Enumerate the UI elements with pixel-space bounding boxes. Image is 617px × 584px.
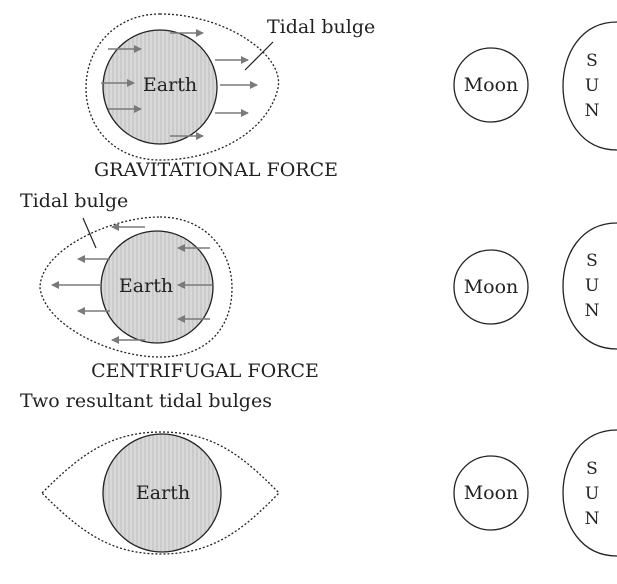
moon-label: Moon	[464, 276, 519, 298]
sun-letter: S	[586, 251, 598, 271]
sun-letter: N	[585, 101, 600, 121]
tidal-bulge-label: Tidal bulge	[20, 190, 128, 212]
sun-edge	[562, 222, 617, 350]
sun-edge	[562, 429, 617, 557]
panel-resultant: Two resultant tidal bulges Earth Moon S …	[20, 390, 617, 557]
panel-heading: Two resultant tidal bulges	[20, 390, 272, 412]
sun-letter: U	[585, 276, 599, 296]
earth-label: Earth	[119, 275, 173, 297]
earth-globe	[102, 433, 222, 553]
sun-letter: U	[585, 76, 599, 96]
sun-letter: N	[585, 301, 600, 321]
panel-caption: CENTRIFUGAL FORCE	[91, 360, 319, 382]
moon	[453, 47, 529, 123]
earth-label: Earth	[136, 482, 190, 504]
gravity-arrows	[101, 29, 258, 140]
sun-edge	[562, 21, 617, 151]
sun-letter: N	[585, 509, 600, 529]
bulge-pointer	[82, 217, 97, 249]
tidal-bulge-outline	[85, 13, 280, 161]
bulge-pointer	[244, 41, 274, 71]
panel-gravitational: Earth Tidal bulge GRAVITATIONAL FORCE Mo…	[85, 13, 617, 181]
centrifugal-arrows	[51, 223, 212, 344]
panel-centrifugal: Earth Tidal bulge CENTRIFUGAL FORCE Moon…	[20, 190, 617, 382]
moon-label: Moon	[464, 482, 519, 504]
tidal-bulge-outline	[39, 216, 233, 358]
moon	[453, 455, 529, 531]
earth-globe	[100, 230, 214, 344]
moon	[453, 249, 529, 325]
panel-caption: GRAVITATIONAL FORCE	[94, 159, 338, 181]
sun-letter: U	[585, 484, 599, 504]
moon-label: Moon	[464, 74, 519, 96]
sun-letter: S	[586, 459, 598, 479]
tidal-bulge-label: Tidal bulge	[267, 16, 375, 38]
earth-globe	[102, 29, 218, 145]
sun-letter: S	[586, 51, 598, 71]
earth-label: Earth	[143, 74, 197, 96]
